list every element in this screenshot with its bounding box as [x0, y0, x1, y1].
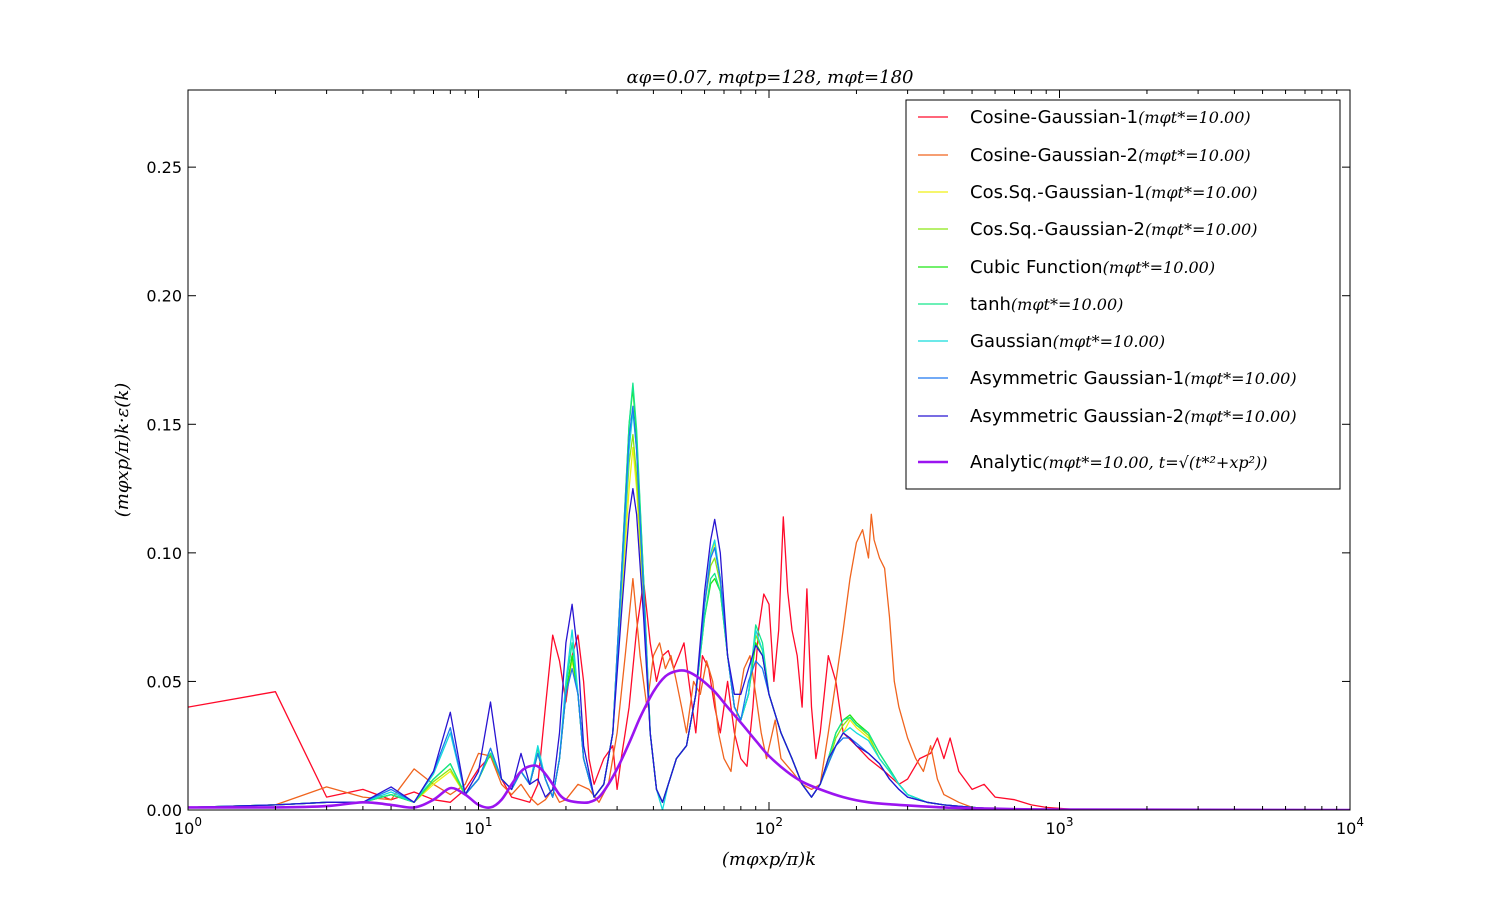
- plot-frame: [187, 89, 1351, 811]
- y-tick-label: 0.10: [146, 544, 182, 563]
- legend-entries: Cosine-Gaussian-1(mφt*=10.00) Cosine-Gaus…: [918, 107, 1297, 473]
- legend-label: Cos.Sq.-Gaussian-2(mφt*=10.00): [970, 219, 1257, 240]
- chart-title: αφ=0.07, mφtp=128, mφt=180: [626, 67, 913, 88]
- axes-layer: 100 101 102 103 104 0.00 0.05 0.10 0.15 0.20 0.25: [146, 90, 1364, 838]
- y-tick-label: 0.15: [146, 415, 182, 434]
- y-tick-label: 0.25: [146, 158, 182, 177]
- x-tick-label: 103: [1046, 815, 1074, 838]
- y-tick-label: 0.20: [146, 287, 182, 306]
- legend-label: Gaussian(mφt*=10.00): [970, 331, 1165, 352]
- y-tick-label: 0.00: [146, 801, 182, 820]
- legend-label: Cosine-Gaussian-1(mφt*=10.00): [970, 107, 1251, 128]
- legend-label: Analytic(mφt*=10.00, t=√(t*²+xp²)): [970, 452, 1268, 473]
- series-line-analytic: [188, 669, 1350, 810]
- legend-label: Cubic Function(mφt*=10.00): [970, 257, 1215, 278]
- series-line-asymmetric-gaussian-2: [188, 487, 1350, 810]
- x-axis-label: (mφxp/π)k: [722, 849, 816, 870]
- legend-label: tanh(mφt*=10.00): [970, 294, 1123, 315]
- legend-label: Cos.Sq.-Gaussian-1(mφt*=10.00): [970, 182, 1257, 203]
- x-tick-label: 100: [174, 815, 202, 838]
- y-axis-label: (mφxp/π)k·ε(k): [112, 383, 133, 518]
- y-tick-label: 0.05: [146, 672, 182, 691]
- legend: Cosine-Gaussian-1(mφt*=10.00) Cosine-Gaus…: [905, 99, 1341, 490]
- x-tick-label: 102: [755, 815, 783, 838]
- x-tick-label: 101: [465, 815, 493, 838]
- legend-label: Asymmetric Gaussian-1(mφt*=10.00): [970, 368, 1297, 389]
- legend-label: Asymmetric Gaussian-2(mφt*=10.00): [970, 406, 1297, 427]
- series-line-cosine-gaussian-2: [188, 513, 1350, 810]
- series-layer: [188, 382, 1350, 810]
- legend-label: Cosine-Gaussian-2(mφt*=10.00): [970, 145, 1251, 166]
- x-tick-label: 104: [1336, 815, 1364, 838]
- legend-box: [905, 99, 1341, 490]
